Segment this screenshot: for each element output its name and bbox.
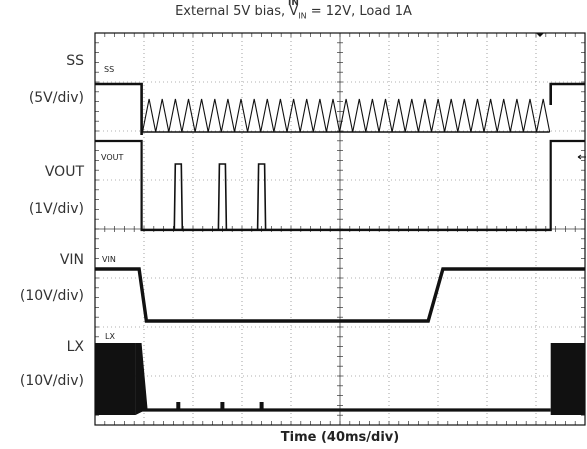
lx-spike — [259, 402, 264, 410]
lx-spike — [176, 402, 181, 410]
vin-trace — [95, 267, 585, 323]
trace-label-vin: VIN — [102, 255, 116, 264]
vout-pulse — [173, 163, 184, 231]
title-overline: IN — [288, 0, 299, 8]
trace-label-vout: VOUT — [101, 153, 123, 162]
ss-trace — [95, 82, 143, 135]
title-main: External 5V bias, V — [175, 4, 299, 19]
channel-scale-vout: (1V/div) — [28, 201, 84, 217]
channel-scale-vin: (10V/div) — [19, 288, 84, 304]
ss-trace-recovery — [549, 82, 585, 105]
title-rest: = 12V, Load 1A — [306, 4, 412, 19]
channel-label-vout: VOUT — [44, 164, 84, 180]
vout-pulse — [256, 163, 267, 231]
lx-burst-edge — [135, 343, 148, 415]
trace-label-ss: SS — [104, 65, 114, 74]
ground-marker-icon — [577, 154, 586, 160]
plot-traces — [95, 82, 585, 415]
title-sub: IN — [298, 11, 307, 21]
trigger-marker-icon — [536, 33, 544, 37]
ss-ripple — [141, 98, 551, 133]
channel-scale-lx: (10V/div) — [19, 373, 84, 389]
lx-burst-before — [95, 343, 136, 415]
channel-label-vin: VIN — [59, 252, 84, 268]
trace-labels: SS VOUT VIN LX — [101, 65, 123, 341]
channel-label-lx: LX — [66, 339, 84, 355]
x-axis-label: Time (40ms/div) — [280, 430, 400, 445]
vout-pulse — [217, 163, 228, 231]
chart-title: IN External 5V bias, VIN = 12V, Load 1A — [0, 0, 587, 21]
plot-frame — [94, 32, 586, 426]
channel-label-ss: SS — [66, 53, 84, 69]
lx-spike — [220, 402, 225, 410]
vout-trace — [95, 139, 585, 232]
trace-label-lx: LX — [105, 332, 115, 341]
channel-scale-ss: (5V/div) — [28, 90, 84, 106]
lx-burst-after — [550, 343, 585, 415]
